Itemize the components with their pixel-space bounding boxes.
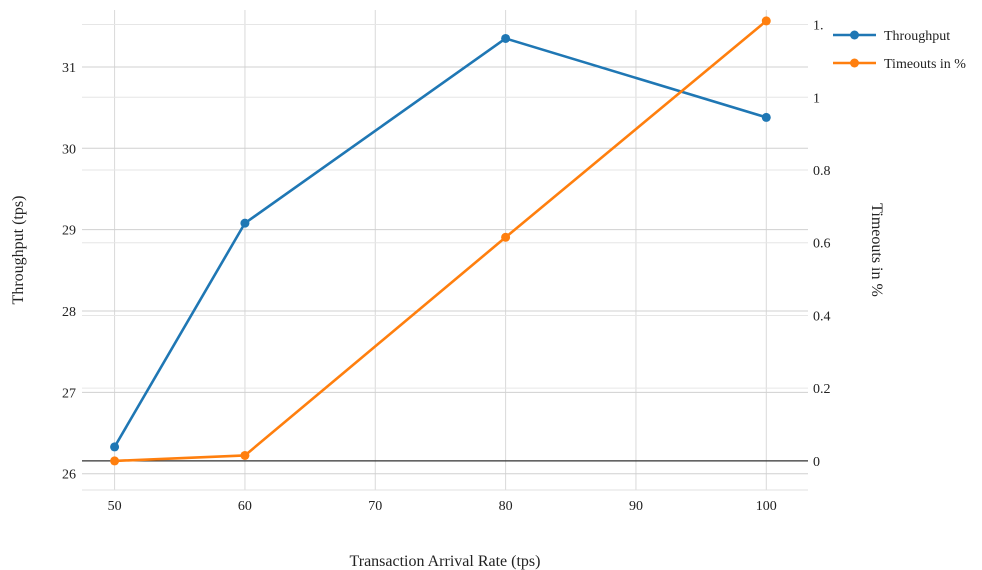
data-point — [761, 16, 771, 26]
data-point — [240, 450, 250, 460]
data-point — [761, 112, 771, 122]
x-tick-labels: 50 60 70 80 90 100 — [108, 499, 777, 514]
y2-tick-label: 0.6 — [813, 237, 831, 252]
y-axis-title: Throughput (tps) — [10, 196, 27, 305]
y2-tick-labels: 0 0.2 0.4 0.6 0.8 1 1. — [813, 19, 831, 470]
y-tick-label: 27 — [62, 386, 76, 401]
data-point — [110, 456, 120, 466]
data-point — [240, 218, 250, 228]
x-tick-label: 50 — [108, 499, 122, 514]
x-tick-label: 60 — [238, 499, 252, 514]
legend-swatch-marker — [850, 30, 859, 40]
data-point — [110, 442, 120, 452]
legend-label: Throughput — [884, 29, 950, 44]
y2-axis-title: Timeouts in % — [868, 203, 885, 297]
legend: Throughput Timeouts in % — [833, 29, 966, 72]
y2-tick-label: 1 — [813, 91, 820, 106]
x-tick-label: 90 — [629, 499, 643, 514]
y-tick-label: 29 — [62, 224, 76, 239]
y2-tick-label: 0.8 — [813, 164, 831, 179]
data-point — [501, 33, 511, 43]
y2-tick-label: 1. — [813, 19, 824, 34]
y2-gridlines — [82, 24, 808, 462]
legend-label: Timeouts in % — [884, 57, 966, 72]
y-tick-label: 28 — [62, 305, 76, 320]
x-tick-label: 80 — [499, 499, 513, 514]
y2-tick-label: 0.4 — [813, 309, 831, 324]
y-tick-label: 31 — [62, 61, 76, 76]
y-tick-label: 26 — [62, 468, 76, 483]
y2-tick-label: 0 — [813, 455, 820, 470]
legend-swatch-marker — [850, 58, 859, 68]
x-tick-label: 70 — [368, 499, 382, 514]
x-tick-label: 100 — [756, 499, 777, 514]
x-gridlines — [114, 10, 767, 490]
y-tick-label: 30 — [62, 142, 76, 157]
series-line — [113, 37, 767, 448]
series-line — [114, 19, 768, 463]
y2-tick-label: 0.2 — [813, 382, 831, 397]
y-tick-labels: 26 27 28 29 30 31 — [62, 61, 76, 483]
x-axis-title: Transaction Arrival Rate (tps) — [350, 553, 541, 570]
series-layer — [110, 16, 771, 466]
y-gridlines — [82, 66, 808, 475]
data-point — [501, 232, 511, 242]
